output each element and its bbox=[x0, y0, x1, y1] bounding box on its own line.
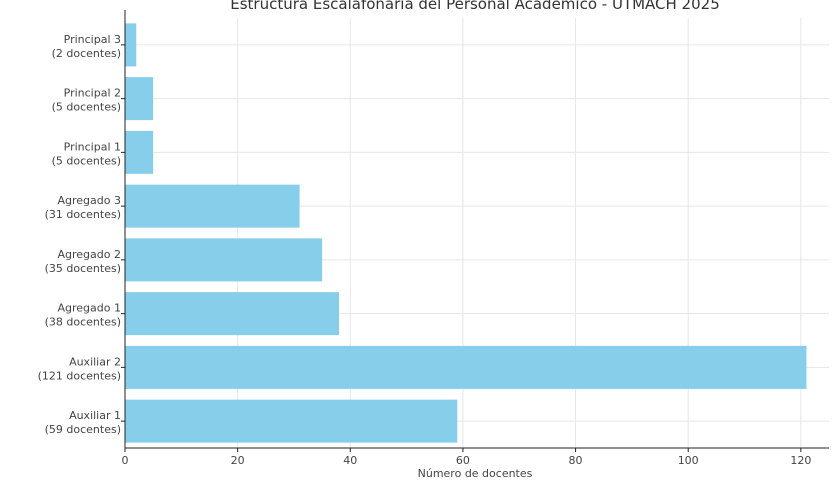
bars bbox=[125, 23, 807, 443]
y-tick-sublabel: (38 docentes) bbox=[45, 316, 121, 329]
y-tick-sublabel: (5 docentes) bbox=[52, 101, 121, 114]
y-tick-sublabel: (35 docentes) bbox=[45, 262, 121, 275]
bar bbox=[125, 238, 323, 282]
y-tick-label: Auxiliar 1 bbox=[69, 409, 121, 422]
x-tick-label: 120 bbox=[790, 454, 811, 467]
y-tick-label: Principal 1 bbox=[64, 140, 121, 153]
chart-title: Estructura Escalafonaria del Personal Ac… bbox=[230, 0, 720, 13]
x-tick-label: 60 bbox=[456, 454, 470, 467]
y-tick-label: Agregado 1 bbox=[58, 302, 122, 315]
y-tick-label: Auxiliar 2 bbox=[69, 355, 121, 368]
y-tick-sublabel: (5 docentes) bbox=[52, 154, 121, 167]
y-tick-label: Principal 3 bbox=[64, 33, 121, 46]
y-tick-sublabel: (121 docentes) bbox=[38, 369, 121, 382]
x-tick-label: 20 bbox=[231, 454, 245, 467]
y-tick-sublabel: (2 docentes) bbox=[52, 47, 121, 60]
bar bbox=[125, 130, 154, 174]
bar bbox=[125, 292, 340, 336]
x-tick-label: 0 bbox=[122, 454, 129, 467]
bar bbox=[125, 399, 458, 443]
x-tick-label: 80 bbox=[569, 454, 583, 467]
y-tick-label: Principal 2 bbox=[64, 87, 121, 100]
y-tick-sublabel: (31 docentes) bbox=[45, 208, 121, 221]
x-tick-label: 100 bbox=[678, 454, 699, 467]
bar bbox=[125, 77, 154, 121]
bar bbox=[125, 345, 807, 389]
y-tick-label: Agregado 3 bbox=[58, 194, 122, 207]
bar bbox=[125, 184, 300, 228]
x-axis-label: Número de docentes bbox=[418, 467, 533, 480]
x-axis-ticks: 0 20 40 60 80 100 120 bbox=[122, 448, 811, 467]
bar bbox=[125, 23, 137, 67]
y-tick-sublabel: (59 docentes) bbox=[45, 423, 121, 436]
y-tick-label: Agregado 2 bbox=[58, 248, 122, 261]
y-axis-ticks: Auxiliar 1(59 docentes) Auxiliar 2(121 do… bbox=[38, 33, 125, 436]
x-tick-label: 40 bbox=[343, 454, 357, 467]
axes bbox=[124, 10, 829, 449]
